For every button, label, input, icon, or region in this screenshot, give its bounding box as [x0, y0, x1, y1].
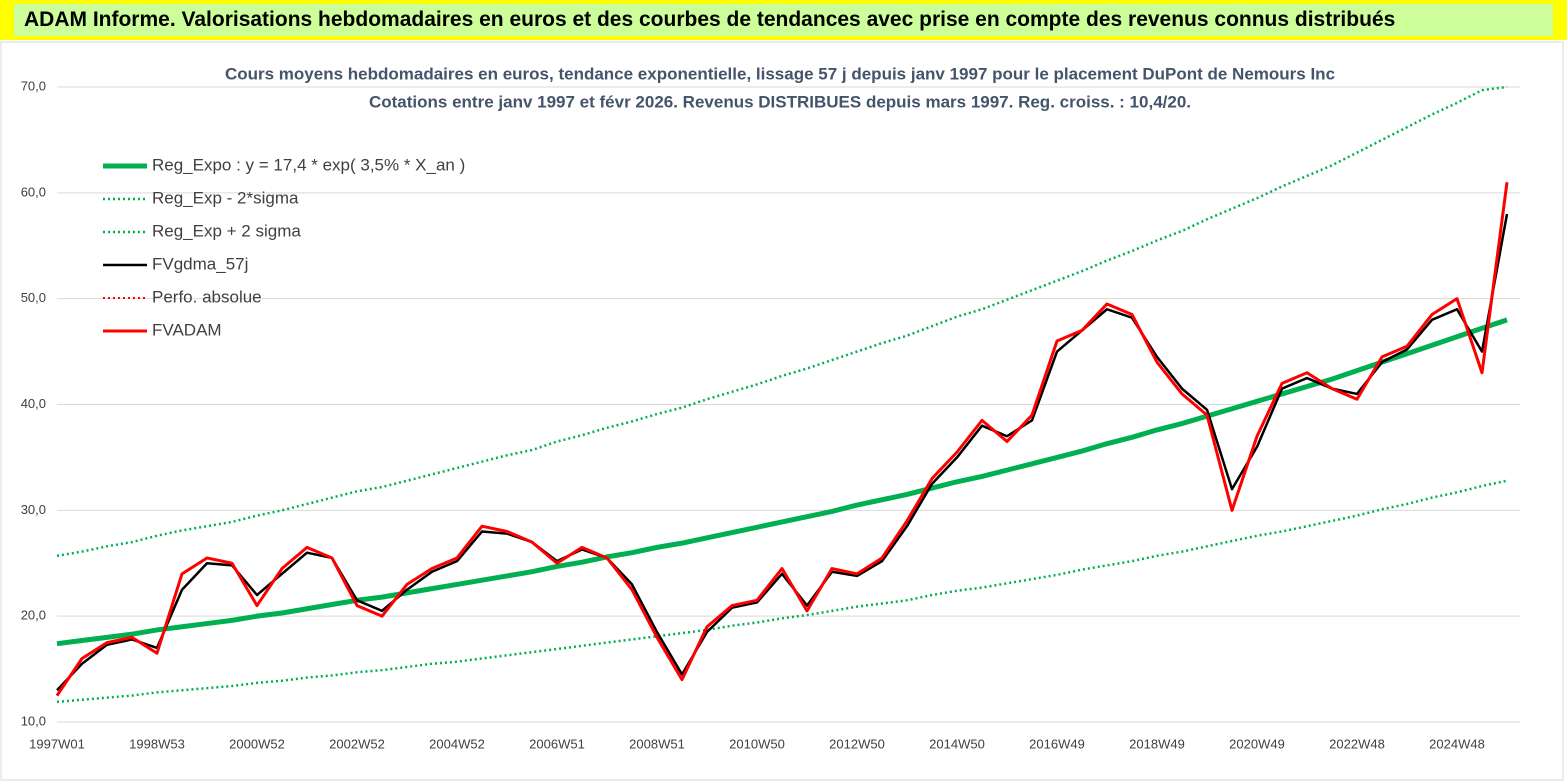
legend-label: FVADAM — [152, 320, 222, 339]
series-line — [56, 317, 1508, 647]
header-title: ADAM Informe. Valorisations hebdomadaire… — [14, 4, 1553, 36]
legend-label: Reg_Expo : y = 17,4 * exp( 3,5% * X_an ) — [152, 155, 465, 174]
x-tick-label: 2010W50 — [729, 736, 785, 751]
chart: Cours moyens hebdomadaires en euros, ten… — [0, 41, 1564, 781]
y-tick-label: 10,0 — [21, 713, 46, 728]
legend-label: Perfo. absolue — [152, 287, 262, 306]
x-tick-label: 2008W51 — [629, 736, 685, 751]
legend-label: Reg_Exp + 2 sigma — [152, 221, 301, 240]
x-tick-label: 1998W53 — [129, 736, 185, 751]
chart-frame — [0, 41, 1564, 781]
x-tick-label: 2018W49 — [1129, 736, 1185, 751]
x-tick-label: 2006W51 — [529, 736, 585, 751]
x-tick-label: 2022W48 — [1329, 736, 1385, 751]
x-tick-label: 2014W50 — [929, 736, 985, 751]
x-tick-label: 2024W48 — [1429, 736, 1485, 751]
x-tick-label: 2002W52 — [329, 736, 385, 751]
series-line — [55, 182, 1509, 697]
y-tick-label: 70,0 — [21, 78, 46, 93]
legend-label: FVgdma_57j — [152, 254, 248, 273]
chart-subtitle: Cotations entre janv 1997 et févr 2026. … — [369, 92, 1191, 111]
x-tick-label: 2016W49 — [1029, 736, 1085, 751]
series-line — [56, 85, 1508, 558]
y-tick-label: 60,0 — [21, 184, 46, 199]
y-tick-label: 50,0 — [21, 290, 46, 305]
x-tick-label: 2020W49 — [1229, 736, 1285, 751]
y-tick-label: 30,0 — [21, 502, 46, 517]
legend-label: Reg_Exp - 2*sigma — [152, 188, 299, 207]
x-tick-label: 2000W52 — [229, 736, 285, 751]
x-tick-label: 1997W01 — [29, 736, 85, 751]
y-tick-label: 40,0 — [21, 396, 46, 411]
chart-title: Cours moyens hebdomadaires en euros, ten… — [225, 64, 1335, 83]
series-line — [56, 213, 1509, 692]
x-tick-label: 2004W52 — [429, 736, 485, 751]
series-line — [56, 479, 1508, 704]
y-tick-label: 20,0 — [21, 608, 46, 623]
x-tick-label: 2012W50 — [829, 736, 885, 751]
header-bar: ADAM Informe. Valorisations hebdomadaire… — [0, 0, 1567, 40]
